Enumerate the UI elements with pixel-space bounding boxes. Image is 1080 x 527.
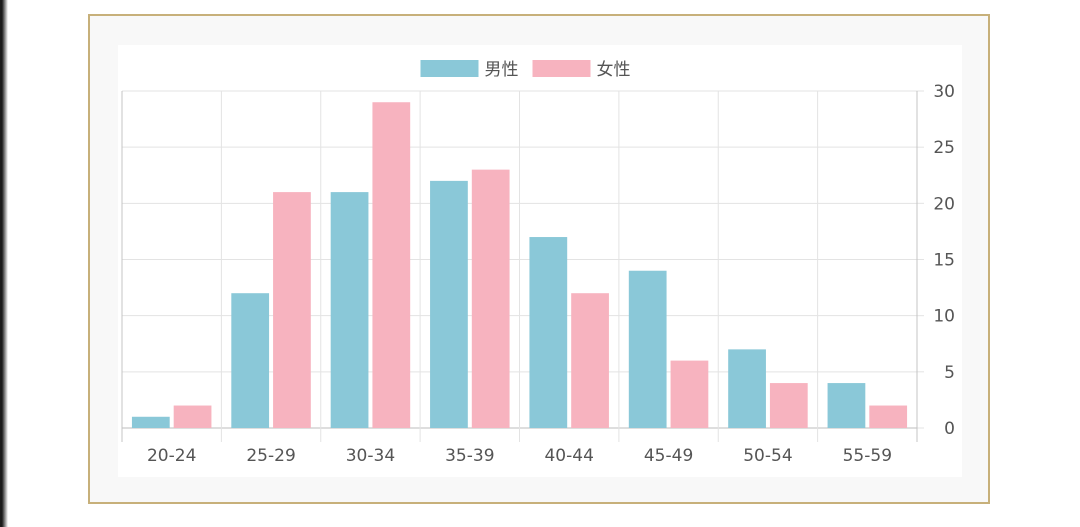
legend-swatch-1 (532, 60, 591, 77)
bar-40-44-series-0 (529, 237, 568, 428)
bar-45-49-series-1 (670, 360, 709, 428)
x-tick-label: 25-29 (246, 446, 295, 466)
x-tick-label: 45-49 (644, 446, 693, 466)
bar-35-39-series-0 (430, 180, 468, 428)
screen-edge (0, 0, 9, 527)
x-tick-label: 55-59 (843, 446, 892, 466)
bar-40-44-series-1 (571, 293, 609, 428)
bar-35-39-series-1 (471, 169, 510, 428)
y-tick-label: 25 (933, 138, 955, 158)
legend-label-1: 女性 (597, 60, 631, 80)
legend-swatch-0 (420, 60, 479, 77)
legend: 男性 女性 (420, 60, 631, 80)
y-tick-label: 10 (933, 307, 955, 327)
x-tick-label: 30-34 (346, 446, 395, 466)
x-tick-label: 40-44 (544, 446, 593, 466)
x-tick-label: 50-54 (743, 446, 792, 466)
bar-50-54-series-0 (728, 349, 766, 428)
grid-lines (121, 90, 924, 442)
bar-25-29-series-0 (231, 293, 270, 428)
bar-series (131, 102, 908, 428)
tick-labels: 0 5 10 15 20 25 30 20-24 25-29 30-34 35-39 40-44 45-… (147, 82, 955, 466)
x-tick-label: 20-24 (147, 446, 196, 466)
bar-55-59-series-1 (869, 405, 908, 428)
bar-20-24-series-1 (173, 405, 212, 428)
y-tick-label: 5 (944, 363, 955, 383)
bar-30-34-series-0 (330, 192, 369, 428)
bar-45-49-series-0 (628, 270, 667, 428)
y-tick-label: 15 (933, 251, 955, 271)
y-tick-label: 0 (944, 419, 955, 439)
bar-55-59-series-0 (827, 383, 866, 428)
bar-30-34-series-1 (372, 102, 411, 428)
bar-50-54-series-1 (769, 383, 808, 428)
bar-25-29-series-1 (273, 192, 311, 428)
y-tick-label: 20 (933, 194, 955, 214)
bar-20-24-series-0 (131, 416, 170, 428)
x-tick-label: 35-39 (445, 446, 494, 466)
legend-label-0: 男性 (485, 60, 519, 80)
y-tick-label: 30 (933, 82, 955, 102)
